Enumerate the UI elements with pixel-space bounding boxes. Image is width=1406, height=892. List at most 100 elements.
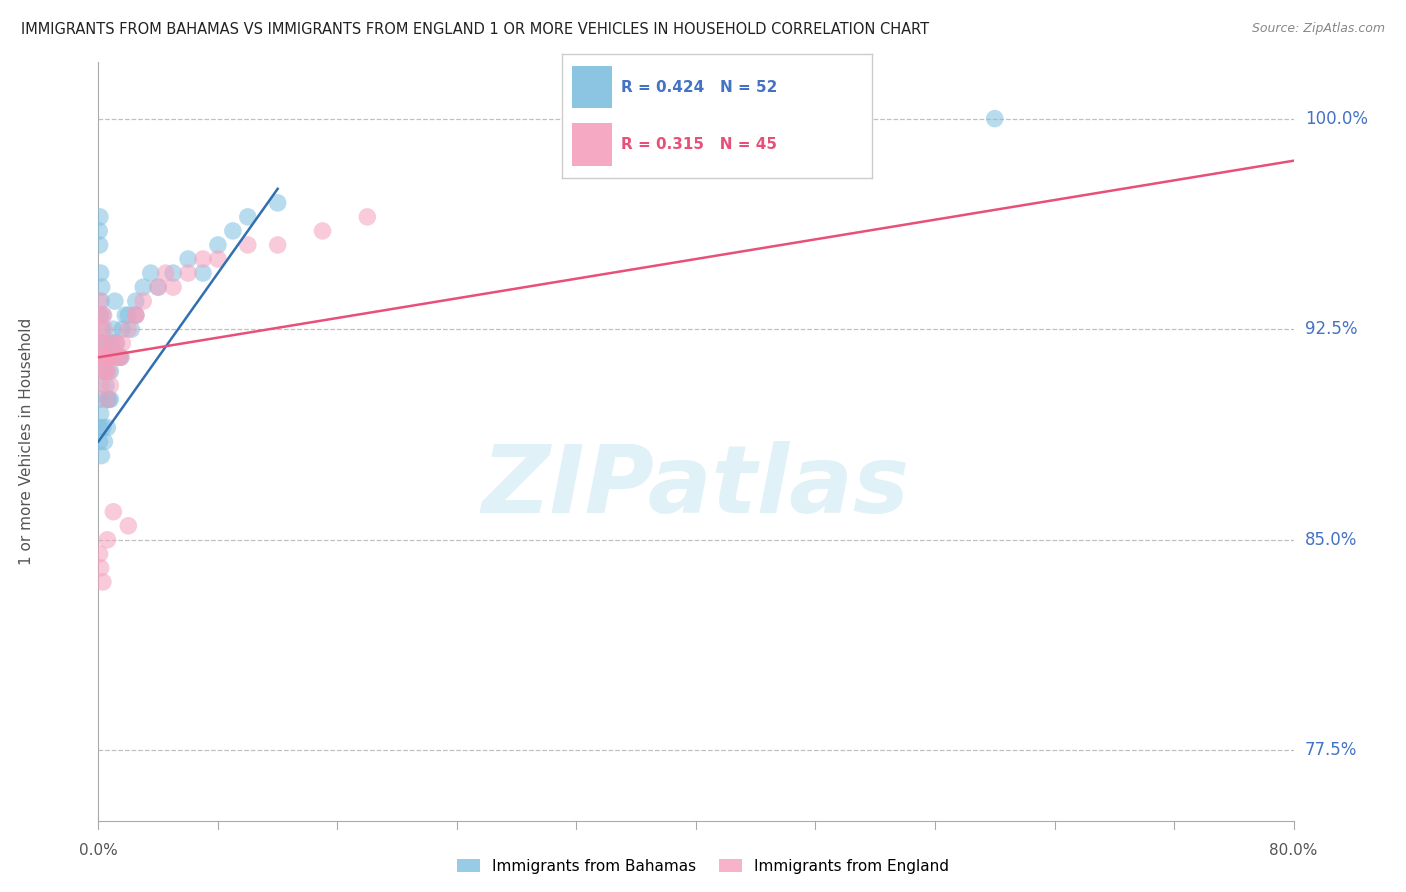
Point (89, 294, 111, 309)
Point (111, 322, 134, 336)
Text: 85.0%: 85.0% (1305, 531, 1357, 549)
Point (97, 364, 120, 378)
Point (93, 434, 115, 449)
Text: ZIPatlas: ZIPatlas (482, 441, 910, 533)
Point (96, 351, 118, 365)
Point (984, 112, 1007, 126)
Point (91, 308, 114, 322)
Point (90, 336, 112, 351)
Point (93, 322, 115, 336)
Point (125, 308, 148, 322)
Point (97, 392, 120, 407)
Point (90, 308, 112, 322)
Point (125, 294, 148, 309)
Point (104, 294, 127, 309)
Point (93, 336, 115, 351)
Point (91, 351, 114, 365)
Point (101, 336, 124, 351)
Point (120, 322, 142, 336)
Point (105, 336, 128, 351)
Point (93, 364, 115, 378)
Point (191, 252, 214, 266)
Point (98, 378, 122, 392)
Point (117, 322, 139, 336)
Point (267, 195, 290, 210)
Point (117, 518, 139, 533)
Point (105, 336, 128, 351)
Point (267, 238, 290, 252)
Point (91, 574, 114, 589)
Point (110, 351, 132, 365)
Point (90, 449, 112, 463)
Text: 0.0%: 0.0% (79, 843, 118, 858)
Point (96, 364, 118, 378)
Point (96, 420, 118, 434)
Point (89, 420, 111, 434)
Point (125, 308, 148, 322)
Point (94, 378, 117, 392)
Point (90, 351, 112, 365)
Text: 77.5%: 77.5% (1305, 741, 1357, 759)
Point (148, 280, 170, 294)
Point (89, 224, 111, 238)
Text: Source: ZipAtlas.com: Source: ZipAtlas.com (1251, 22, 1385, 36)
Point (89, 351, 111, 365)
Point (114, 308, 136, 322)
Point (103, 505, 125, 519)
Point (96, 392, 118, 407)
Point (191, 266, 214, 280)
Text: 1 or more Vehicles in Household: 1 or more Vehicles in Household (20, 318, 34, 566)
Point (90, 266, 112, 280)
Point (89, 210, 111, 224)
Point (96, 533, 118, 547)
Point (139, 266, 162, 280)
Point (101, 336, 124, 351)
Point (90, 294, 112, 309)
Point (108, 351, 131, 365)
Bar (572, 66, 612, 109)
Point (89, 434, 111, 449)
Point (93, 364, 115, 378)
Point (98, 392, 122, 407)
Point (117, 308, 139, 322)
Point (207, 252, 229, 266)
Point (162, 266, 184, 280)
Point (177, 266, 200, 280)
Point (94, 351, 117, 365)
Text: IMMIGRANTS FROM BAHAMAS VS IMMIGRANTS FROM ENGLAND 1 OR MORE VEHICLES IN HOUSEHO: IMMIGRANTS FROM BAHAMAS VS IMMIGRANTS FR… (21, 22, 929, 37)
Point (111, 336, 134, 351)
Point (94, 364, 117, 378)
Point (103, 322, 125, 336)
Text: R = 0.315   N = 45: R = 0.315 N = 45 (621, 137, 778, 153)
Point (89, 336, 111, 351)
Point (90, 561, 112, 575)
Point (125, 308, 148, 322)
Point (91, 351, 114, 365)
Point (132, 280, 155, 294)
Point (236, 238, 259, 252)
Text: 80.0%: 80.0% (1270, 843, 1317, 858)
Point (155, 266, 177, 280)
Text: R = 0.424   N = 52: R = 0.424 N = 52 (621, 79, 778, 95)
Point (148, 280, 170, 294)
Point (98, 351, 122, 365)
Point (311, 224, 333, 238)
Point (89, 322, 111, 336)
Point (356, 210, 378, 224)
Point (97, 351, 120, 365)
Point (177, 252, 200, 266)
Point (207, 238, 229, 252)
Legend: Immigrants from Bahamas, Immigrants from England: Immigrants from Bahamas, Immigrants from… (451, 853, 955, 880)
Point (108, 351, 131, 365)
Point (91, 420, 114, 434)
Point (132, 294, 155, 309)
Point (222, 224, 245, 238)
Text: 92.5%: 92.5% (1305, 320, 1357, 338)
Point (103, 351, 125, 365)
Point (90, 378, 112, 392)
Point (93, 308, 115, 322)
Text: 100.0%: 100.0% (1305, 110, 1368, 128)
Point (110, 351, 132, 365)
Point (236, 210, 259, 224)
Bar (572, 123, 612, 166)
